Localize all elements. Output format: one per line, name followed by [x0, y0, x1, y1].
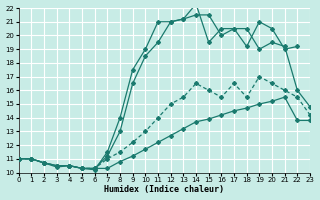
X-axis label: Humidex (Indice chaleur): Humidex (Indice chaleur): [104, 185, 224, 194]
